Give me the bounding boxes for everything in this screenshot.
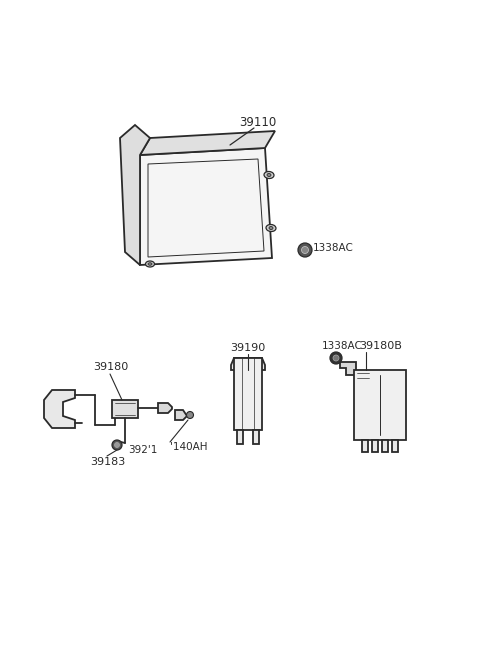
Polygon shape bbox=[140, 148, 272, 265]
Text: 392'1: 392'1 bbox=[128, 445, 157, 455]
Circle shape bbox=[115, 443, 120, 447]
Ellipse shape bbox=[267, 173, 271, 177]
Ellipse shape bbox=[266, 225, 276, 231]
Text: 39183: 39183 bbox=[90, 457, 125, 467]
Circle shape bbox=[333, 355, 339, 361]
Bar bbox=[362, 440, 368, 452]
Text: 1338AC: 1338AC bbox=[313, 243, 354, 253]
Bar bbox=[372, 440, 378, 452]
Circle shape bbox=[112, 440, 122, 450]
Polygon shape bbox=[175, 410, 187, 420]
Polygon shape bbox=[158, 403, 172, 413]
Polygon shape bbox=[112, 400, 138, 418]
Bar bbox=[234, 358, 262, 430]
Ellipse shape bbox=[145, 261, 155, 267]
Bar bbox=[392, 440, 398, 452]
Circle shape bbox=[298, 243, 312, 257]
Polygon shape bbox=[120, 125, 150, 265]
Bar bbox=[382, 440, 388, 452]
Circle shape bbox=[187, 411, 193, 419]
Text: '140AH: '140AH bbox=[170, 442, 207, 452]
Text: 1338AC: 1338AC bbox=[322, 341, 363, 351]
Ellipse shape bbox=[264, 171, 274, 179]
Polygon shape bbox=[231, 358, 265, 370]
Text: 39190: 39190 bbox=[230, 343, 265, 353]
Bar bbox=[237, 430, 243, 444]
Text: 39180: 39180 bbox=[93, 362, 128, 372]
Ellipse shape bbox=[269, 227, 273, 229]
Ellipse shape bbox=[148, 263, 152, 265]
Bar bbox=[253, 430, 259, 444]
Text: 39180B: 39180B bbox=[359, 341, 402, 351]
Circle shape bbox=[330, 352, 342, 364]
Polygon shape bbox=[340, 362, 356, 375]
Polygon shape bbox=[140, 131, 275, 155]
Circle shape bbox=[301, 246, 309, 254]
Text: 39110: 39110 bbox=[240, 116, 276, 129]
Bar bbox=[354, 370, 406, 440]
Polygon shape bbox=[44, 390, 75, 428]
